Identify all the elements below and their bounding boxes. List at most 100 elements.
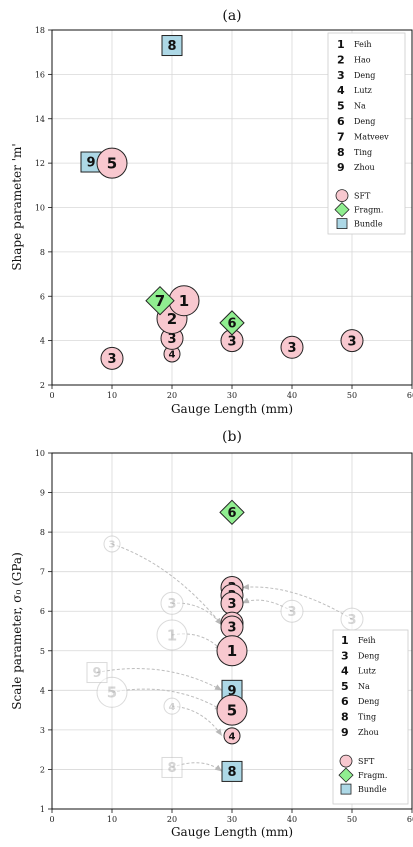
panel-b-points: 63333319548 xyxy=(216,499,248,782)
legend-author-number: 7 xyxy=(337,130,345,143)
legend-author-number: 4 xyxy=(337,84,345,97)
legend-author-number: 2 xyxy=(337,53,345,66)
original-point-label: 9 xyxy=(92,666,101,681)
panel-a: (a) 010203040506024681012141618 34333321… xyxy=(10,8,413,416)
original-point: 9 xyxy=(86,662,108,684)
data-point: 3 xyxy=(280,335,304,359)
y-tick-label: 1 xyxy=(40,805,45,814)
x-tick-label: 60 xyxy=(407,815,413,824)
data-point-circle xyxy=(280,335,304,359)
data-point: 3 xyxy=(220,329,244,353)
original-point: 1 xyxy=(156,619,188,651)
legend-author-name: Lutz xyxy=(358,667,376,676)
shift-arrow xyxy=(241,583,353,620)
data-point-label: 4 xyxy=(229,731,236,742)
x-tick-label: 30 xyxy=(227,815,237,824)
x-tick-label: 60 xyxy=(407,391,413,400)
original-point-circle xyxy=(160,591,184,615)
y-tick-label: 8 xyxy=(40,248,45,257)
data-point-square xyxy=(161,35,183,57)
x-tick-label: 30 xyxy=(227,391,237,400)
data-point-label: 1 xyxy=(179,292,189,310)
data-point-label: 9 xyxy=(227,684,236,699)
shift-arrow xyxy=(171,602,223,626)
original-point: 3 xyxy=(103,535,121,553)
original-point: 5 xyxy=(96,676,128,708)
original-point-label: 3 xyxy=(167,597,176,612)
data-point-label: 3 xyxy=(227,334,236,349)
x-tick-label: 10 xyxy=(107,391,117,400)
y-tick-label: 8 xyxy=(40,528,45,537)
panel-b-xlabel: Gauge Length (mm) xyxy=(171,825,293,839)
data-point: 3 xyxy=(340,329,364,353)
original-point-label: 5 xyxy=(107,684,117,702)
legend-author-number: 3 xyxy=(337,69,345,82)
panel-b-title: (b) xyxy=(222,429,242,445)
x-tick-label: 0 xyxy=(49,815,54,824)
data-point-label: 7 xyxy=(155,292,165,310)
legend-author-number: 3 xyxy=(341,649,349,662)
legend-author-number: 8 xyxy=(341,711,349,724)
data-point: 5 xyxy=(216,694,248,726)
x-tick-label: 20 xyxy=(167,391,177,400)
data-point-circle xyxy=(216,694,248,726)
y-tick-label: 12 xyxy=(35,159,45,168)
x-tick-label: 0 xyxy=(49,391,54,400)
y-tick-label: 18 xyxy=(35,26,45,35)
data-point: 6 xyxy=(219,499,245,526)
data-point-label: 2 xyxy=(167,310,177,328)
legend-author-name: Lutz xyxy=(354,86,372,95)
y-tick-label: 4 xyxy=(40,686,45,695)
original-point: 3 xyxy=(340,607,364,631)
legend-author-number: 5 xyxy=(337,100,345,113)
original-point: 8 xyxy=(161,756,183,778)
data-point-label: 1 xyxy=(227,642,237,660)
x-tick-label: 50 xyxy=(347,391,357,400)
data-point-circle xyxy=(96,147,128,179)
data-point: 4 xyxy=(223,727,241,745)
data-point: 5 xyxy=(96,147,128,179)
original-point: 4 xyxy=(163,697,181,715)
legend-type-label: Bundle xyxy=(354,220,383,229)
legend-author-name: Feih xyxy=(354,40,372,49)
shift-arrow xyxy=(171,705,223,737)
original-point-label: 1 xyxy=(167,626,177,644)
y-tick-label: 7 xyxy=(40,568,45,577)
data-point: 3 xyxy=(100,346,124,370)
legend-type-label: Bundle xyxy=(358,785,387,794)
y-tick-label: 3 xyxy=(40,726,45,735)
legend-type-label: Fragm. xyxy=(358,771,387,780)
data-point: 6 xyxy=(219,310,245,336)
panel-b-frame xyxy=(51,452,413,810)
legend-author-number: 9 xyxy=(337,161,345,174)
original-point-label: 3 xyxy=(109,540,116,551)
y-tick-label: 2 xyxy=(40,381,45,390)
data-point: 8 xyxy=(221,760,243,782)
legend-author-name: Hao xyxy=(354,55,371,64)
original-point-label: 8 xyxy=(167,761,176,776)
legend-author-name: Zhou xyxy=(358,728,379,737)
panel-a-ylabel: Shape parameter 'm' xyxy=(10,143,24,270)
data-point-diamond xyxy=(219,310,245,336)
data-point: 3 xyxy=(220,591,244,615)
y-tick-label: 4 xyxy=(40,337,45,346)
legend-author-number: 1 xyxy=(337,38,345,51)
data-point-diamond xyxy=(219,499,245,526)
legend-sft-icon xyxy=(335,189,349,203)
data-point-label: 3 xyxy=(167,332,176,347)
original-point-square xyxy=(161,756,183,778)
y-tick-label: 14 xyxy=(35,115,45,124)
legend-bundle-icon xyxy=(340,783,352,795)
y-tick-label: 5 xyxy=(40,647,45,656)
legend-author-name: Zhou xyxy=(354,163,375,172)
legend-author-name: Deng xyxy=(358,697,379,706)
legend-type-label: Fragm. xyxy=(354,206,383,215)
data-point-label: 9 xyxy=(86,156,95,171)
data-point-label: 5 xyxy=(227,702,237,720)
data-point-label: 8 xyxy=(167,39,176,54)
original-point-label: 3 xyxy=(347,613,356,628)
